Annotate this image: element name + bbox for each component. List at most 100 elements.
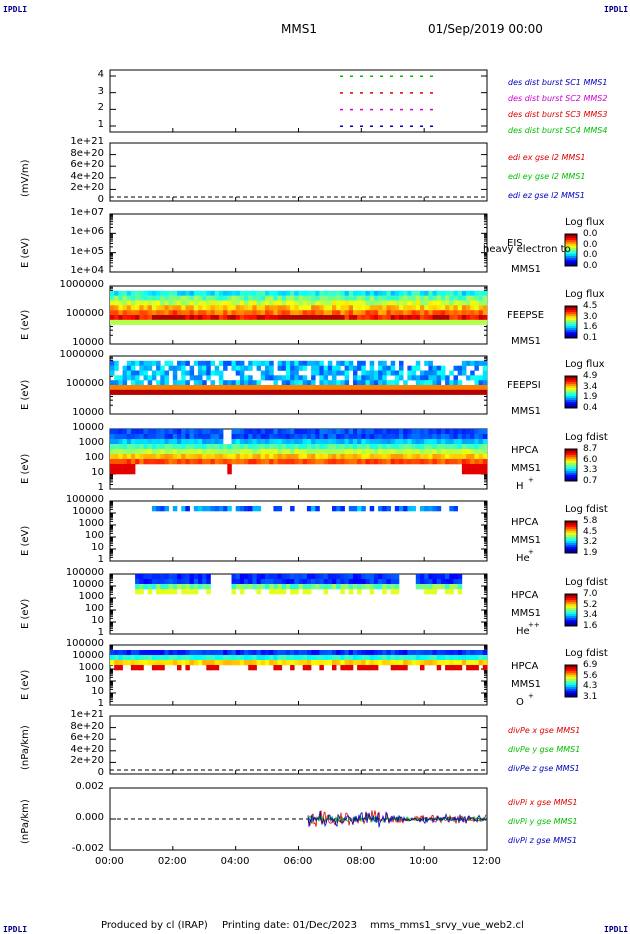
hpca-h-cell bbox=[353, 429, 358, 435]
feeps-e-cell bbox=[403, 315, 408, 321]
hpca-he-cbar-swatch bbox=[565, 525, 577, 528]
hpca-hepp-cell bbox=[453, 574, 458, 580]
feeps-e-cell bbox=[348, 315, 354, 321]
hpca-h-cell bbox=[277, 434, 283, 440]
hpca-o-cell bbox=[344, 665, 350, 671]
feeps-i-cell bbox=[198, 389, 203, 395]
feeps-e-cell bbox=[361, 310, 366, 316]
feeps-e-cell bbox=[382, 290, 387, 296]
feeps-e-cell bbox=[244, 300, 249, 306]
hpca-h-cell bbox=[407, 449, 412, 455]
hpca-h-cell bbox=[189, 439, 195, 445]
feeps-i-cell bbox=[474, 385, 479, 391]
feeps-e-cell bbox=[457, 305, 463, 311]
hpca-h-cell bbox=[453, 454, 458, 460]
feeps-e-cell bbox=[357, 315, 362, 321]
hpca-h-cell bbox=[353, 459, 358, 465]
feeps-e-cell bbox=[214, 315, 220, 321]
feeps-i-cell bbox=[135, 380, 140, 386]
feeps-i-cell bbox=[164, 360, 169, 366]
hpca-h-ytick-label: 100 bbox=[84, 452, 104, 463]
hpca-h-cell bbox=[218, 459, 224, 465]
hpca-he-cbar-swatch bbox=[565, 523, 577, 526]
hpca-hepp-cell bbox=[353, 579, 358, 585]
feeps-i-cell bbox=[231, 380, 236, 386]
hpca-he-cell bbox=[151, 506, 157, 512]
hpca-h-cell bbox=[327, 454, 333, 460]
hpca-o-cbar-swatch bbox=[565, 689, 577, 692]
hpca-h-cell bbox=[470, 464, 475, 470]
feeps-e-cell bbox=[369, 319, 375, 325]
hpca-o-cell bbox=[214, 665, 220, 671]
feeps-i-cell bbox=[218, 385, 224, 391]
hpca-hepp-cell bbox=[189, 579, 195, 585]
feeps-i-cell bbox=[327, 370, 333, 376]
hpca-hepp-cell bbox=[294, 584, 299, 590]
feeps-e-cell bbox=[474, 305, 479, 311]
feeps-i-cell bbox=[415, 360, 421, 366]
feeps-e-cell bbox=[470, 319, 475, 325]
hpca-h-cell bbox=[340, 444, 345, 450]
feeps-i-cell bbox=[160, 370, 165, 376]
hpca-hepp-cell bbox=[189, 584, 195, 590]
hpca-he-charge: + bbox=[528, 548, 534, 556]
feeps-i-cell bbox=[202, 385, 207, 391]
feeps-i-cell bbox=[365, 385, 370, 391]
feeps-e-cell bbox=[110, 305, 115, 311]
feeps-i-cell bbox=[411, 389, 417, 395]
hpca-hepp-cell bbox=[193, 574, 199, 580]
hpca-h-cell bbox=[382, 449, 387, 455]
feeps-i-cell bbox=[130, 360, 136, 366]
hpca-hepp-cell bbox=[168, 589, 174, 595]
hpca-hepp-cell bbox=[445, 589, 450, 595]
hpca-h-cell bbox=[172, 439, 178, 445]
hpca-hepp-cell bbox=[269, 589, 274, 595]
hpca-h-cell bbox=[319, 449, 324, 455]
feeps-e-cell bbox=[302, 290, 308, 296]
feeps-e-cell bbox=[172, 290, 178, 296]
burst-burst-mark bbox=[430, 75, 433, 77]
feeps-e-cell bbox=[357, 310, 362, 316]
hpca-h-cell bbox=[386, 454, 391, 460]
burst-burst-mark bbox=[370, 108, 373, 111]
hpca-hepp-cell bbox=[135, 574, 140, 580]
hpca-hepp-cell bbox=[365, 584, 370, 590]
feeps-e-cell bbox=[193, 300, 199, 306]
hpca-h-cell bbox=[319, 429, 324, 435]
hpca-o-cell bbox=[273, 660, 278, 666]
feeps-i-cell bbox=[285, 370, 291, 376]
hpca-he-cbar-swatch bbox=[565, 535, 577, 538]
feeps-i-cell bbox=[365, 370, 370, 376]
hpca-o-cell bbox=[256, 650, 262, 656]
hpca-hepp-cbar-tick: 5.2 bbox=[583, 599, 598, 610]
hpca-hepp-cell bbox=[198, 579, 203, 585]
hpca-hepp-cell bbox=[294, 589, 299, 595]
hpca-h-cell bbox=[290, 444, 295, 450]
hpca-he-cell bbox=[315, 506, 320, 512]
hpca-h-cell bbox=[244, 459, 249, 465]
feeps-i-cell bbox=[231, 360, 236, 366]
hpca-o-cell bbox=[160, 660, 165, 666]
hpca-o-cell bbox=[185, 650, 190, 656]
hpca-h-cell bbox=[110, 444, 115, 450]
hpca-h-cell bbox=[269, 429, 274, 435]
hpca-hepp-cell bbox=[252, 579, 257, 585]
feeps-i-cell bbox=[386, 370, 391, 376]
hpca-h-cell bbox=[269, 439, 274, 445]
hpca-hepp-cell bbox=[315, 579, 320, 585]
hpca-h-cell bbox=[315, 434, 320, 440]
feeps-i-cell bbox=[474, 360, 479, 366]
feeps-e-cell bbox=[365, 319, 370, 325]
hpca-o-cell bbox=[323, 655, 329, 661]
hpca-he-cell bbox=[227, 506, 232, 512]
hpca-o-cell bbox=[172, 655, 178, 661]
hpca-h-cell bbox=[415, 449, 421, 455]
feeps-i-cell bbox=[277, 360, 283, 366]
divpi-ytick-label: 0.000 bbox=[75, 812, 104, 823]
hpca-h-cell bbox=[344, 454, 350, 460]
hpca-o-cell bbox=[130, 655, 136, 661]
eis-ytick-label: 1e+06 bbox=[70, 226, 104, 238]
feeps-e-cell bbox=[394, 295, 400, 301]
hpca-hepp-cell bbox=[373, 584, 379, 590]
